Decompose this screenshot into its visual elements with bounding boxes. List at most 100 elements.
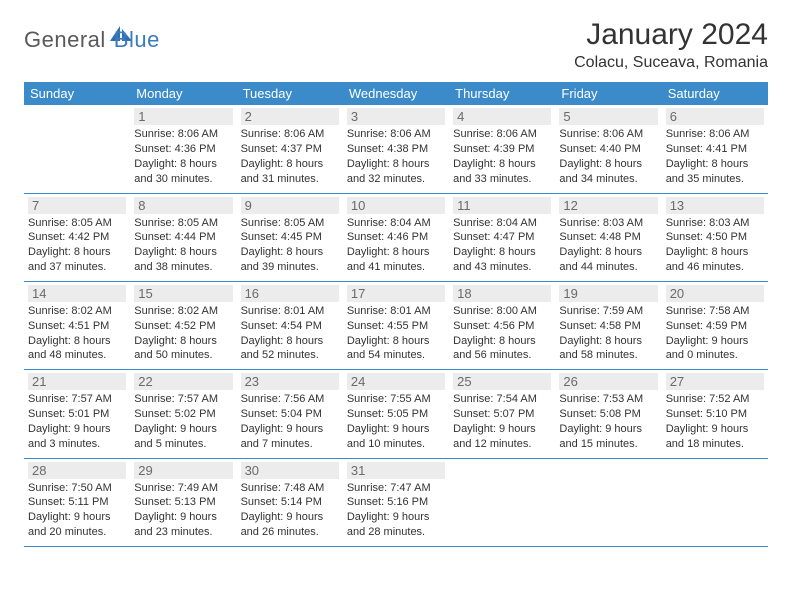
day-details: Sunrise: 8:02 AMSunset: 4:52 PMDaylight:…	[134, 304, 232, 363]
day-cell: 13 Sunrise: 8:03 AMSunset: 4:50 PMDayligh…	[662, 193, 768, 281]
day-number: 23	[241, 373, 339, 390]
day-details: Sunrise: 7:58 AMSunset: 4:59 PMDaylight:…	[666, 304, 764, 363]
day-details: Sunrise: 8:06 AMSunset: 4:39 PMDaylight:…	[453, 127, 551, 186]
day-line-ss: Sunset: 5:04 PM	[241, 407, 339, 422]
day-number: 24	[347, 373, 445, 390]
day-cell: 1Sunrise: 8:06 AMSunset: 4:36 PMDaylight…	[130, 105, 236, 193]
day-number: 22	[134, 373, 232, 390]
day-line-ss: Sunset: 5:07 PM	[453, 407, 551, 422]
day-line-ss: Sunset: 4:36 PM	[134, 142, 232, 157]
day-line-d1: Daylight: 9 hours	[666, 334, 764, 349]
day-cell: 17Sunrise: 8:01 AMSunset: 4:55 PMDayligh…	[343, 281, 449, 369]
day-line-sr: Sunrise: 8:03 AM	[666, 216, 764, 231]
day-header: Sunday	[24, 82, 130, 105]
day-line-d2: and 52 minutes.	[241, 348, 339, 363]
day-cell: 20Sunrise: 7:58 AMSunset: 4:59 PMDayligh…	[662, 281, 768, 369]
day-line-sr: Sunrise: 7:52 AM	[666, 392, 764, 407]
day-cell: 9Sunrise: 8:05 AMSunset: 4:45 PMDaylight…	[237, 193, 343, 281]
day-line-d1: Daylight: 8 hours	[28, 334, 126, 349]
day-line-sr: Sunrise: 7:55 AM	[347, 392, 445, 407]
day-line-d2: and 28 minutes.	[347, 525, 445, 540]
day-details: Sunrise: 8:04 AMSunset: 4:46 PMDaylight:…	[347, 216, 445, 275]
day-line-d2: and 50 minutes.	[134, 348, 232, 363]
day-line-sr: Sunrise: 7:57 AM	[28, 392, 126, 407]
day-number: 14	[28, 285, 126, 302]
day-line-sr: Sunrise: 8:03 AM	[559, 216, 657, 231]
day-line-d1: Daylight: 8 hours	[559, 334, 657, 349]
day-cell: 18Sunrise: 8:00 AMSunset: 4:56 PMDayligh…	[449, 281, 555, 369]
day-details: Sunrise: 8:05 AMSunset: 4:44 PMDaylight:…	[134, 216, 232, 275]
day-line-sr: Sunrise: 7:50 AM	[28, 481, 126, 496]
day-line-d2: and 58 minutes.	[559, 348, 657, 363]
day-line-d1: Daylight: 9 hours	[559, 422, 657, 437]
day-line-d1: Daylight: 8 hours	[453, 157, 551, 172]
day-line-ss: Sunset: 4:47 PM	[453, 230, 551, 245]
day-line-d2: and 0 minutes.	[666, 348, 764, 363]
week-row: 28Sunrise: 7:50 AMSunset: 5:11 PMDayligh…	[24, 458, 768, 546]
day-line-ss: Sunset: 4:41 PM	[666, 142, 764, 157]
day-cell	[555, 458, 661, 546]
day-line-ss: Sunset: 4:45 PM	[241, 230, 339, 245]
week-row: 7Sunrise: 8:05 AMSunset: 4:42 PMDaylight…	[24, 193, 768, 281]
day-line-ss: Sunset: 4:51 PM	[28, 319, 126, 334]
day-line-ss: Sunset: 5:11 PM	[28, 495, 126, 510]
day-cell: 14 Sunrise: 8:02 AMSunset: 4:51 PMDayligh…	[24, 281, 130, 369]
day-details: Sunrise: 7:53 AMSunset: 5:08 PMDaylight:…	[559, 392, 657, 451]
day-line-ss: Sunset: 5:13 PM	[134, 495, 232, 510]
day-header: Wednesday	[343, 82, 449, 105]
day-details: Sunrise: 8:01 AMSunset: 4:54 PMDaylight:…	[241, 304, 339, 363]
day-cell: 23 Sunrise: 7:56 AMSunset: 5:04 PMDayligh…	[237, 370, 343, 458]
day-details: Sunrise: 8:05 AMSunset: 4:42 PMDaylight:…	[28, 216, 126, 275]
day-details: Sunrise: 8:06 AMSunset: 4:40 PMDaylight:…	[559, 127, 657, 186]
day-details: Sunrise: 7:57 AMSunset: 5:02 PMDaylight:…	[134, 392, 232, 451]
day-cell: 12Sunrise: 8:03 AMSunset: 4:48 PMDayligh…	[555, 193, 661, 281]
day-line-d1: Daylight: 8 hours	[559, 157, 657, 172]
day-details: Sunrise: 7:47 AMSunset: 5:16 PMDaylight:…	[347, 481, 445, 540]
day-number: 6	[666, 108, 764, 125]
day-line-sr: Sunrise: 8:01 AM	[347, 304, 445, 319]
day-number: 12	[559, 197, 657, 214]
day-number: 19	[559, 285, 657, 302]
day-details: Sunrise: 8:02 AMSunset: 4:51 PMDaylight:…	[28, 304, 126, 363]
day-cell: 3Sunrise: 8:06 AMSunset: 4:38 PMDaylight…	[343, 105, 449, 193]
day-line-ss: Sunset: 4:52 PM	[134, 319, 232, 334]
day-details: Sunrise: 7:54 AMSunset: 5:07 PMDaylight:…	[453, 392, 551, 451]
day-line-d2: and 41 minutes.	[347, 260, 445, 275]
day-line-d2: and 32 minutes.	[347, 172, 445, 187]
day-line-d2: and 12 minutes.	[453, 437, 551, 452]
day-line-sr: Sunrise: 8:05 AM	[134, 216, 232, 231]
day-line-d2: and 23 minutes.	[134, 525, 232, 540]
day-cell: 21Sunrise: 7:57 AMSunset: 5:01 PMDayligh…	[24, 370, 130, 458]
day-line-sr: Sunrise: 7:57 AM	[134, 392, 232, 407]
day-line-d1: Daylight: 8 hours	[28, 245, 126, 260]
day-cell: 28Sunrise: 7:50 AMSunset: 5:11 PMDayligh…	[24, 458, 130, 546]
day-line-d2: and 31 minutes.	[241, 172, 339, 187]
calendar-table: Sunday Monday Tuesday Wednesday Thursday…	[24, 82, 768, 547]
day-details: Sunrise: 8:03 AMSunset: 4:50 PMDaylight:…	[666, 216, 764, 275]
day-number: 4	[453, 108, 551, 125]
day-line-d2: and 20 minutes.	[28, 525, 126, 540]
day-number: 10	[347, 197, 445, 214]
day-line-ss: Sunset: 4:56 PM	[453, 319, 551, 334]
day-cell: 10 Sunrise: 8:04 AMSunset: 4:46 PMDayligh…	[343, 193, 449, 281]
day-cell: 5Sunrise: 8:06 AMSunset: 4:40 PMDaylight…	[555, 105, 661, 193]
day-line-d2: and 33 minutes.	[453, 172, 551, 187]
day-number: 21	[28, 373, 126, 390]
day-line-d1: Daylight: 9 hours	[347, 510, 445, 525]
day-details: Sunrise: 7:56 AMSunset: 5:04 PMDaylight:…	[241, 392, 339, 451]
day-line-sr: Sunrise: 8:05 AM	[241, 216, 339, 231]
day-line-d1: Daylight: 8 hours	[559, 245, 657, 260]
day-line-sr: Sunrise: 8:06 AM	[453, 127, 551, 142]
day-cell: 6Sunrise: 8:06 AMSunset: 4:41 PMDaylight…	[662, 105, 768, 193]
day-line-d2: and 5 minutes.	[134, 437, 232, 452]
day-line-ss: Sunset: 5:10 PM	[666, 407, 764, 422]
day-line-d1: Daylight: 8 hours	[666, 245, 764, 260]
day-header-row: Sunday Monday Tuesday Wednesday Thursday…	[24, 82, 768, 105]
day-number: 26	[559, 373, 657, 390]
day-line-d2: and 34 minutes.	[559, 172, 657, 187]
day-details: Sunrise: 8:04 AMSunset: 4:47 PMDaylight:…	[453, 216, 551, 275]
day-details: Sunrise: 8:00 AMSunset: 4:56 PMDaylight:…	[453, 304, 551, 363]
day-details: Sunrise: 7:50 AMSunset: 5:11 PMDaylight:…	[28, 481, 126, 540]
day-number: 13	[666, 197, 764, 214]
day-cell: 16Sunrise: 8:01 AMSunset: 4:54 PMDayligh…	[237, 281, 343, 369]
